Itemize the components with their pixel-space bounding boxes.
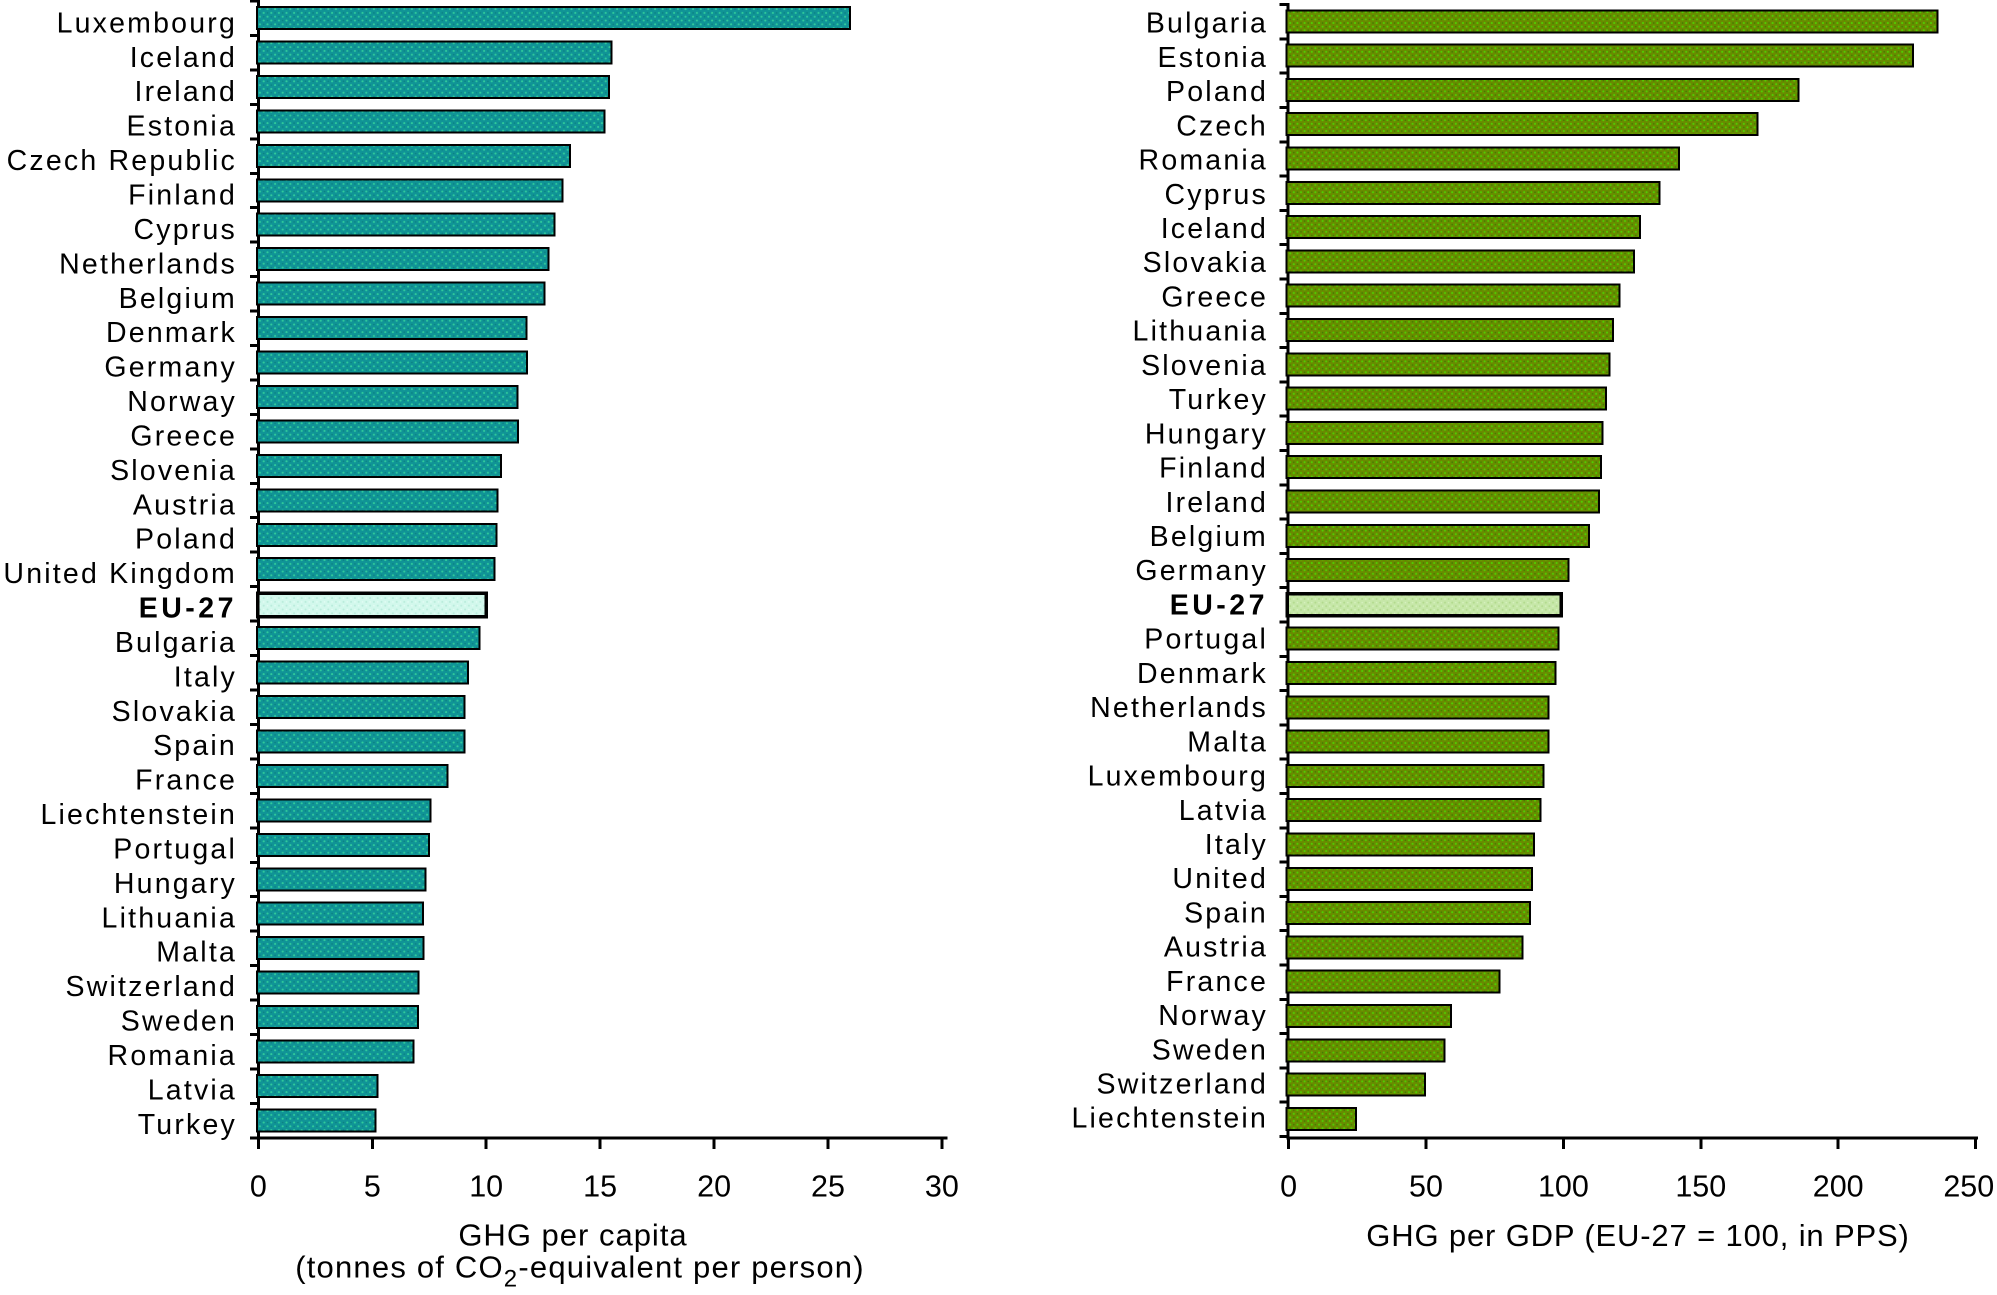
- svg-text:United Kingdom: United Kingdom: [3, 558, 237, 590]
- svg-text:Estonia: Estonia: [127, 111, 237, 143]
- svg-text:Portugal: Portugal: [1144, 624, 1268, 656]
- svg-text:Netherlands: Netherlands: [1090, 692, 1268, 724]
- svg-text:Czech: Czech: [1176, 110, 1268, 142]
- svg-text:Austria: Austria: [1164, 932, 1268, 964]
- svg-text:Austria: Austria: [133, 489, 237, 521]
- svg-text:Germany: Germany: [1135, 555, 1268, 587]
- svg-text:Sweden: Sweden: [121, 1006, 237, 1038]
- svg-text:Slovenia: Slovenia: [110, 455, 237, 487]
- svg-text:5: 5: [364, 1170, 381, 1204]
- svg-text:Lithuania: Lithuania: [1133, 316, 1268, 348]
- svg-text:Spain: Spain: [153, 730, 237, 762]
- svg-text:Bulgaria: Bulgaria: [115, 627, 237, 659]
- svg-text:Bulgaria: Bulgaria: [1146, 8, 1268, 40]
- svg-text:Luxembourg: Luxembourg: [57, 7, 237, 39]
- svg-text:Switzerland: Switzerland: [65, 971, 237, 1003]
- svg-text:Malta: Malta: [156, 937, 237, 969]
- svg-text:EU-27: EU-27: [1170, 589, 1268, 621]
- svg-text:Lithuania: Lithuania: [102, 902, 237, 934]
- svg-text:United: United: [1172, 863, 1268, 895]
- svg-text:Finland: Finland: [128, 180, 237, 212]
- svg-text:Romania: Romania: [1139, 145, 1268, 177]
- svg-text:30: 30: [925, 1170, 959, 1204]
- svg-text:Romania: Romania: [108, 1040, 237, 1072]
- svg-text:10: 10: [469, 1170, 503, 1204]
- svg-text:Italy: Italy: [174, 661, 237, 693]
- svg-text:Denmark: Denmark: [1137, 658, 1268, 690]
- svg-text:Norway: Norway: [127, 386, 237, 418]
- svg-text:Poland: Poland: [1166, 76, 1268, 108]
- svg-text:Iceland: Iceland: [130, 42, 237, 74]
- svg-text:Germany: Germany: [104, 352, 237, 384]
- svg-text:Belgium: Belgium: [119, 283, 237, 315]
- svg-text:Denmark: Denmark: [106, 317, 237, 349]
- svg-text:Belgium: Belgium: [1150, 521, 1268, 553]
- svg-text:Turkey: Turkey: [1169, 384, 1268, 416]
- svg-text:Slovakia: Slovakia: [112, 696, 237, 728]
- svg-text:Cyprus: Cyprus: [1165, 179, 1268, 211]
- svg-text:Netherlands: Netherlands: [59, 248, 237, 280]
- svg-text:Portugal: Portugal: [113, 834, 237, 866]
- svg-text:Liechtenstein: Liechtenstein: [40, 799, 237, 831]
- svg-text:Hungary: Hungary: [114, 868, 237, 900]
- svg-text:Finland: Finland: [1159, 453, 1268, 485]
- svg-text:Cyprus: Cyprus: [134, 214, 237, 246]
- svg-text:Ireland: Ireland: [134, 76, 237, 108]
- svg-text:100: 100: [1538, 1170, 1589, 1204]
- svg-text:Greece: Greece: [1161, 282, 1268, 314]
- svg-text:Ireland: Ireland: [1165, 487, 1268, 519]
- svg-text:France: France: [1166, 966, 1268, 998]
- svg-text:Liechtenstein: Liechtenstein: [1071, 1103, 1268, 1135]
- svg-text:Spain: Spain: [1184, 897, 1268, 929]
- svg-text:Latvia: Latvia: [148, 1074, 237, 1106]
- svg-text:Sweden: Sweden: [1152, 1034, 1268, 1066]
- svg-text:Switzerland: Switzerland: [1096, 1069, 1268, 1101]
- svg-text:Italy: Italy: [1205, 829, 1268, 861]
- svg-text:GHG per capita: GHG per capita: [458, 1218, 687, 1253]
- svg-text:250: 250: [1943, 1170, 1994, 1204]
- svg-text:Iceland: Iceland: [1161, 213, 1268, 245]
- svg-text:Malta: Malta: [1187, 726, 1268, 758]
- svg-text:50: 50: [1409, 1170, 1443, 1204]
- svg-text:Latvia: Latvia: [1179, 795, 1268, 827]
- svg-text:150: 150: [1675, 1170, 1726, 1204]
- svg-text:0: 0: [1280, 1170, 1297, 1204]
- svg-text:0: 0: [250, 1170, 267, 1204]
- svg-text:Greece: Greece: [130, 420, 237, 452]
- svg-text:Estonia: Estonia: [1158, 42, 1268, 74]
- svg-text:15: 15: [583, 1170, 617, 1204]
- svg-text:GHG per GDP (EU-27 = 100, in P: GHG per GDP (EU-27 = 100, in PPS): [1366, 1218, 1910, 1253]
- svg-text:EU-27: EU-27: [139, 593, 237, 625]
- svg-text:Slovenia: Slovenia: [1141, 350, 1268, 382]
- svg-text:Czech Republic: Czech Republic: [7, 145, 237, 177]
- svg-text:20: 20: [697, 1170, 731, 1204]
- svg-text:France: France: [135, 765, 237, 797]
- svg-text:Norway: Norway: [1158, 1000, 1268, 1032]
- svg-text:Poland: Poland: [135, 524, 237, 556]
- svg-text:200: 200: [1813, 1170, 1864, 1204]
- svg-text:Hungary: Hungary: [1145, 418, 1268, 450]
- svg-text:Slovakia: Slovakia: [1143, 247, 1268, 279]
- svg-text:Turkey: Turkey: [138, 1109, 237, 1141]
- svg-text:25: 25: [811, 1170, 845, 1204]
- svg-text:Luxembourg: Luxembourg: [1088, 761, 1268, 793]
